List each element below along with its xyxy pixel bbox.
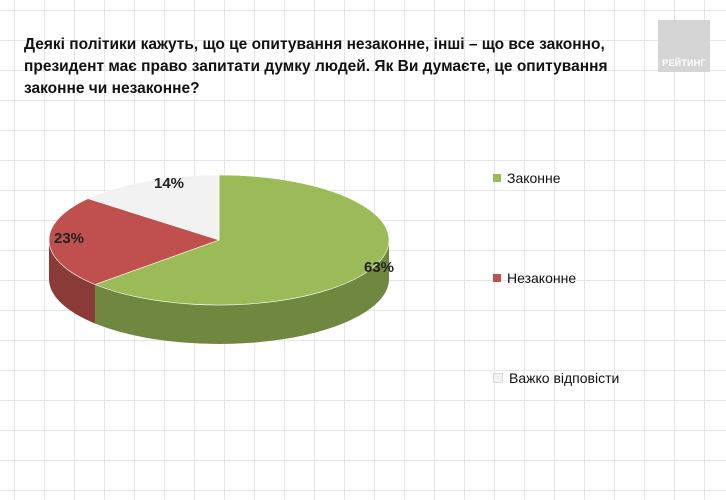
- pie-slice-legal: [94, 174, 390, 306]
- rating-logo: РЕЙТИНГ: [658, 20, 710, 72]
- pie-side-illegal: [49, 240, 96, 324]
- data-label-illegal: 23%: [54, 230, 84, 247]
- legend-label-illegal: Незаконне: [507, 270, 577, 286]
- data-label-hard-to-say: 14%: [154, 175, 184, 192]
- legend-item-illegal: Незаконне: [493, 268, 576, 288]
- legend-item-hard-to-say: Важко відповісти: [493, 368, 619, 388]
- question-title: Деякі політики кажуть, що це опитування …: [24, 36, 608, 97]
- legend-item-legal: Законне: [493, 168, 561, 188]
- legend-label-hard-to-say: Важко відповісти: [509, 370, 620, 386]
- pie-side-legal: [95, 240, 390, 344]
- logo-text: РЕЙТИНГ: [662, 58, 706, 68]
- pie-slice-hard-to-say: [87, 174, 220, 241]
- legend-label-legal: Законне: [507, 170, 561, 186]
- legend-swatch-legal: [493, 174, 501, 182]
- legend-swatch-illegal: [493, 274, 501, 282]
- pie-slice-illegal: [48, 198, 220, 285]
- data-label-legal: 63%: [364, 259, 394, 276]
- legend-swatch-hard-to-say: [493, 373, 503, 383]
